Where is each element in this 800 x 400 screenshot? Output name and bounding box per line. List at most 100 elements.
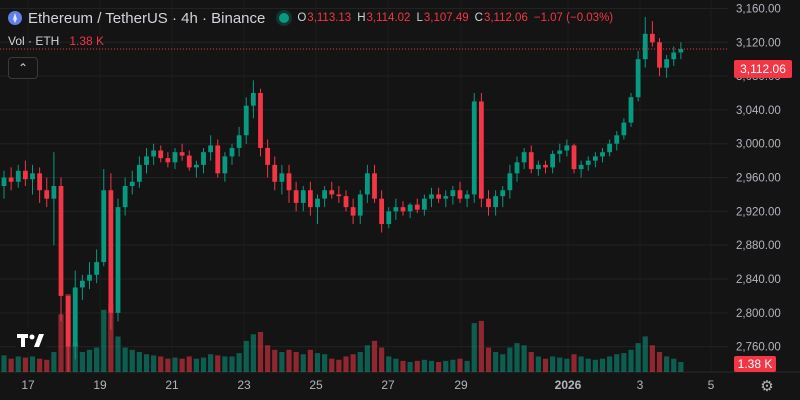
volume-bar [379, 347, 385, 372]
volume-bar [186, 356, 192, 372]
candle-body [108, 190, 114, 313]
volume-bar [243, 340, 249, 372]
y-tick-label: 3,040.00 [736, 105, 781, 117]
volume-bar [678, 362, 684, 372]
volume-bar [322, 354, 328, 372]
candle-body [201, 152, 206, 165]
y-tick-label: 3,120.00 [736, 37, 781, 49]
candle-body [293, 190, 299, 203]
candle-body [443, 196, 449, 199]
volume-bar [158, 356, 164, 372]
gear-icon: ⚙ [760, 378, 774, 395]
volume-bar [172, 357, 178, 372]
volume-bar [528, 352, 534, 372]
candle-body [8, 177, 14, 182]
volume-bar [265, 345, 271, 372]
candle-body [664, 59, 670, 68]
candle-body [635, 59, 641, 98]
market-status-icon[interactable] [279, 13, 290, 23]
candle-body [151, 150, 157, 157]
volume-bar [165, 358, 171, 372]
y-tick-label: 3,000.00 [736, 139, 781, 151]
high-value: 3,114.02 [366, 12, 411, 24]
candle-body [493, 196, 499, 208]
y-tick-label: 2,800.00 [736, 308, 781, 320]
volume-bar [414, 360, 420, 372]
volume-bar [15, 356, 21, 372]
volume-bar [115, 336, 121, 372]
candle-body [87, 274, 92, 281]
candle-body [265, 147, 271, 165]
candle-body [607, 143, 613, 153]
volume-bar [272, 349, 278, 372]
candle-body [329, 190, 335, 195]
candle-body [550, 153, 556, 168]
collapse-legend-button[interactable]: ⌃ [8, 57, 38, 79]
chart-header: Ethereum / TetherUS · 4h · Binance O3,11… [8, 8, 613, 28]
volume-bar [314, 353, 321, 372]
volume-bar [136, 352, 142, 372]
volume-bar [371, 340, 378, 372]
candle-body [37, 173, 43, 191]
volume-bar [542, 358, 549, 372]
volume-bar [628, 349, 634, 372]
x-tick-label: 23 [237, 378, 251, 392]
candle-body [357, 194, 363, 216]
volume-bar [493, 352, 499, 372]
ethereum-logo-icon [8, 11, 22, 25]
volume-bar [293, 352, 299, 372]
volume-bar [478, 320, 484, 372]
x-tick-label: 3 [637, 378, 644, 392]
volume-bar [428, 360, 435, 372]
candle-body [72, 287, 78, 347]
candle-body [250, 93, 256, 106]
candle-body [393, 207, 399, 212]
volume-bar [450, 359, 456, 372]
candle-body [286, 173, 292, 191]
settings-button[interactable]: ⚙ [758, 377, 776, 395]
candle-body [243, 105, 249, 136]
y-tick-label: 2,880.00 [736, 240, 781, 252]
volume-bar [550, 356, 556, 372]
tradingview-logo[interactable] [16, 328, 46, 352]
candle-body [79, 280, 85, 288]
candle-body [642, 33, 648, 60]
candle-body [51, 186, 57, 199]
volume-bar [407, 362, 413, 372]
candle-body [115, 207, 121, 313]
volume-value: 1.38 K [69, 34, 105, 48]
high-key: H [357, 12, 366, 24]
volume-bar [664, 356, 670, 372]
volume-bar [108, 303, 114, 372]
candle-body [450, 190, 456, 197]
candle-body [414, 204, 420, 210]
x-tick-label: 19 [93, 378, 107, 392]
candle-body [364, 173, 370, 195]
volume-bar [44, 359, 50, 372]
volume-bar [621, 353, 627, 372]
volume-bar [336, 359, 342, 372]
volume-bar [1, 355, 7, 372]
candle-body [179, 152, 185, 156]
volume-bar [79, 352, 85, 372]
volume-bar [200, 357, 207, 372]
candle-body [30, 173, 35, 180]
x-tick-label: 21 [165, 378, 179, 392]
volume-bar [343, 356, 349, 372]
candle-body [621, 122, 627, 136]
candle-body [600, 152, 605, 157]
candle-body [279, 173, 285, 182]
candle-body [535, 164, 541, 170]
candle-body [129, 181, 135, 186]
volume-bar [386, 356, 392, 372]
volume-bar [58, 314, 64, 372]
volume-bar [94, 347, 100, 372]
y-tick-label: 3,160.00 [736, 3, 781, 15]
candle-body [372, 173, 377, 199]
volume-bar [250, 334, 256, 372]
volume-label[interactable]: Vol · ETH [8, 34, 60, 48]
symbol-title[interactable]: Ethereum / TetherUS · 4h · Binance [28, 9, 266, 27]
volume-bar [286, 349, 292, 372]
candle-body [649, 33, 655, 43]
